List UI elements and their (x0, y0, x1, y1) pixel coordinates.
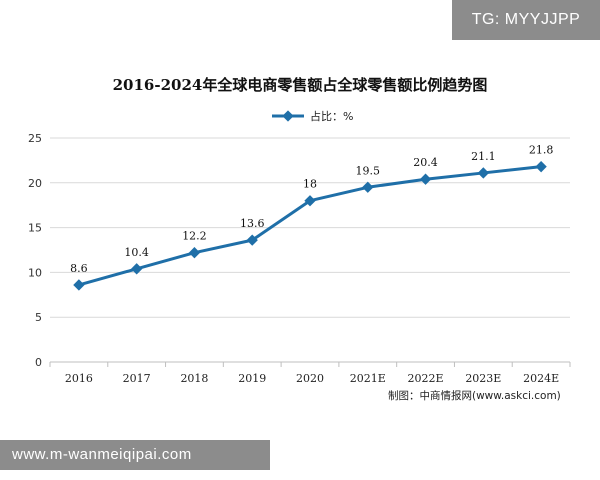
x-tick-label: 2023E (465, 372, 501, 385)
legend-marker (282, 110, 294, 122)
y-tick-label: 10 (28, 266, 42, 279)
x-tick-label: 2024E (523, 372, 559, 385)
watermark-tag: TG: MYYJJPP (452, 0, 600, 40)
data-label: 19.5 (356, 164, 381, 177)
chart-title: 2016-2024年全球电商零售额占全球零售额比例趋势图 (112, 76, 488, 94)
data-point (73, 279, 85, 291)
line-chart: 0 5 10 15 20 25 2016 2017 2018 2019 2020 2021E 2022E… (28, 109, 571, 385)
data-label: 21.1 (471, 150, 496, 163)
data-label: 8.6 (70, 262, 88, 275)
legend: 占比：% (272, 109, 353, 123)
source-note: 制图：中商情报网(www.askci.com) (388, 390, 561, 402)
data-point (535, 161, 547, 173)
series: 8.6 10.4 12.2 13.6 18 19.5 20.4 21.1 21.8 (70, 144, 553, 291)
legend-label: 占比：% (310, 109, 353, 123)
data-label: 18 (303, 178, 317, 191)
x-tick-label: 2018 (180, 372, 208, 385)
data-point (304, 195, 316, 207)
data-point (477, 167, 489, 179)
data-point (188, 247, 201, 259)
y-tick-label: 25 (28, 132, 42, 145)
x-tick-label: 2016 (65, 372, 93, 385)
y-tick-label: 0 (35, 356, 42, 369)
data-label: 20.4 (413, 156, 438, 169)
data-point (131, 263, 143, 275)
x-tick-label: 2017 (123, 372, 151, 385)
y-tick-label: 15 (28, 222, 42, 235)
data-label: 10.4 (124, 246, 149, 259)
x-tick-label: 2021E (350, 372, 386, 385)
data-label: 13.6 (240, 217, 265, 230)
data-point (246, 234, 258, 246)
x-tick-label: 2020 (296, 372, 324, 385)
y-tick-label: 20 (28, 177, 42, 190)
footer-url: www.m-wanmeiqipai.com (0, 440, 270, 470)
data-point (419, 173, 432, 185)
axes: 0 5 10 15 20 25 2016 2017 2018 2019 2020 2021E 2022E… (28, 132, 571, 385)
grid-lines (50, 137, 570, 318)
x-tick-label: 2022E (408, 372, 444, 385)
data-label: 21.8 (529, 144, 554, 157)
y-tick-label: 5 (35, 311, 42, 324)
data-point (362, 181, 374, 193)
data-label: 12.2 (182, 230, 207, 243)
x-tick-label: 2019 (238, 372, 266, 385)
